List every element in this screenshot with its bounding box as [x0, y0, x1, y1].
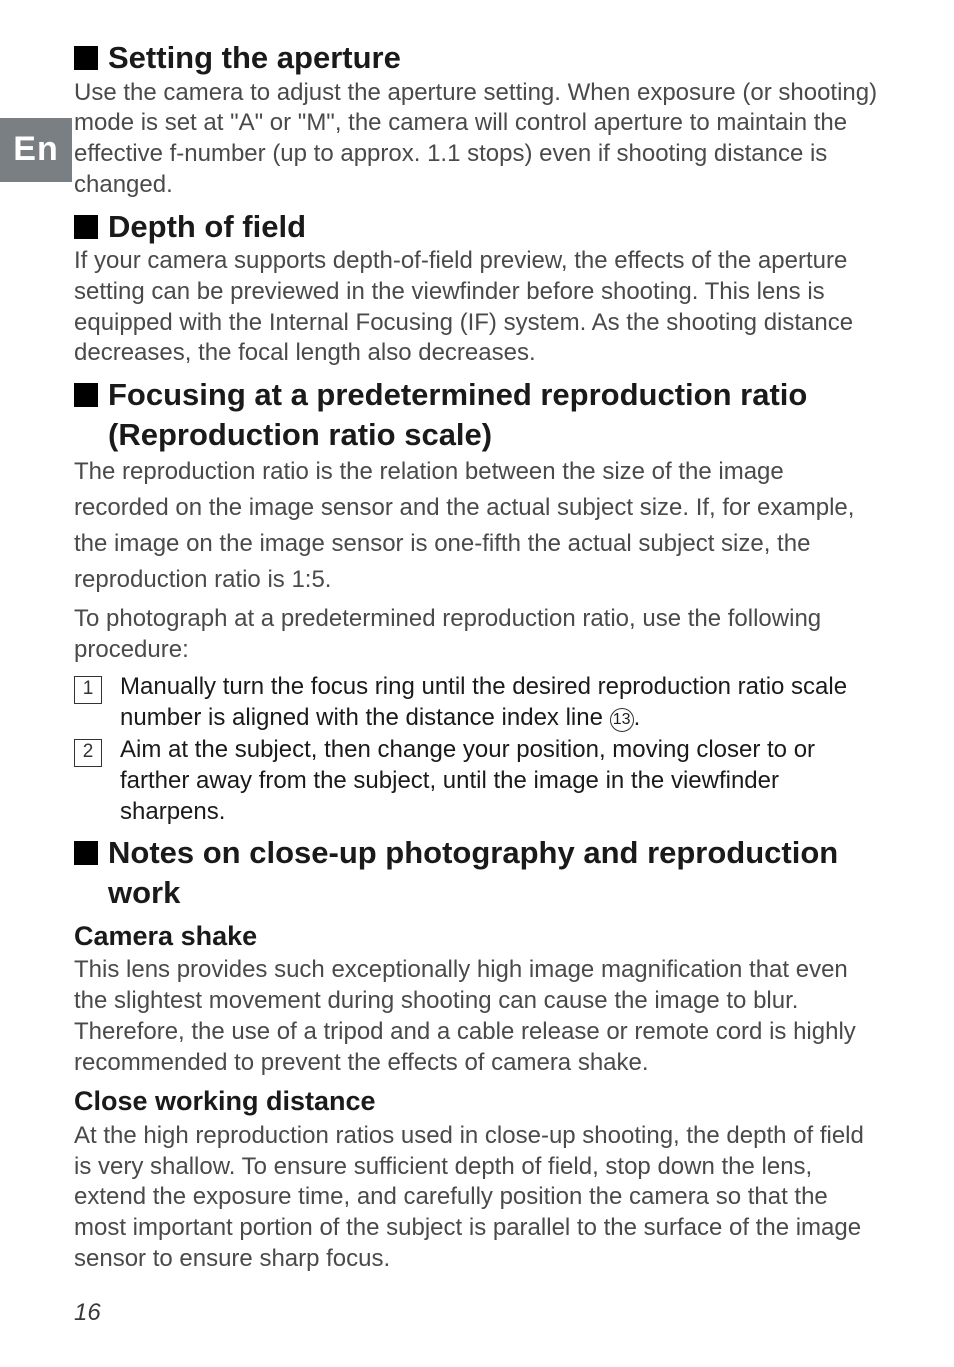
body-camera-shake: This lens provides such exceptionally hi…: [74, 955, 880, 1078]
heading-text: Focusing at a predetermined reproduction…: [108, 375, 880, 454]
heading-repro-ratio: Focusing at a predetermined reproduction…: [74, 375, 880, 454]
step-1: 1 Manually turn the focus ring until the…: [74, 672, 880, 733]
heading-depth-of-field: Depth of field: [74, 207, 880, 247]
step-number-box: 2: [74, 739, 102, 767]
body-repro-1: The reproduction ratio is the relation b…: [74, 454, 880, 598]
heading-setting-aperture: Setting the aperture: [74, 38, 880, 78]
body-depth-of-field: If your camera supports depth-of-field p…: [74, 246, 880, 369]
language-tab: En: [0, 118, 72, 182]
step-2: 2 Aim at the subject, then change your p…: [74, 735, 880, 827]
heading-text: Setting the aperture: [108, 38, 880, 78]
body-repro-2: To photograph at a predetermined reprodu…: [74, 604, 880, 665]
body-close-working-distance: At the high reproduction ratios used in …: [74, 1121, 880, 1275]
step-2-text: Aim at the subject, then change your pos…: [120, 735, 880, 827]
subheading-camera-shake: Camera shake: [74, 919, 880, 954]
distance-index-ref-icon: 13: [610, 708, 634, 732]
bullet-square-icon: [74, 215, 98, 239]
heading-notes: Notes on close-up photography and reprod…: [74, 833, 880, 912]
heading-text: Depth of field: [108, 207, 880, 247]
page-number: 16: [74, 1298, 880, 1329]
bullet-square-icon: [74, 46, 98, 70]
heading-text: Notes on close-up photography and reprod…: [108, 833, 880, 912]
step-1-text: Manually turn the focus ring until the d…: [120, 672, 880, 733]
bullet-square-icon: [74, 841, 98, 865]
bullet-square-icon: [74, 383, 98, 407]
step-1-post: .: [634, 704, 641, 731]
step-number-box: 1: [74, 676, 102, 704]
subheading-close-working-distance: Close working distance: [74, 1084, 880, 1119]
body-setting-aperture: Use the camera to adjust the aperture se…: [74, 78, 880, 201]
step-1-pre: Manually turn the focus ring until the d…: [120, 673, 847, 731]
